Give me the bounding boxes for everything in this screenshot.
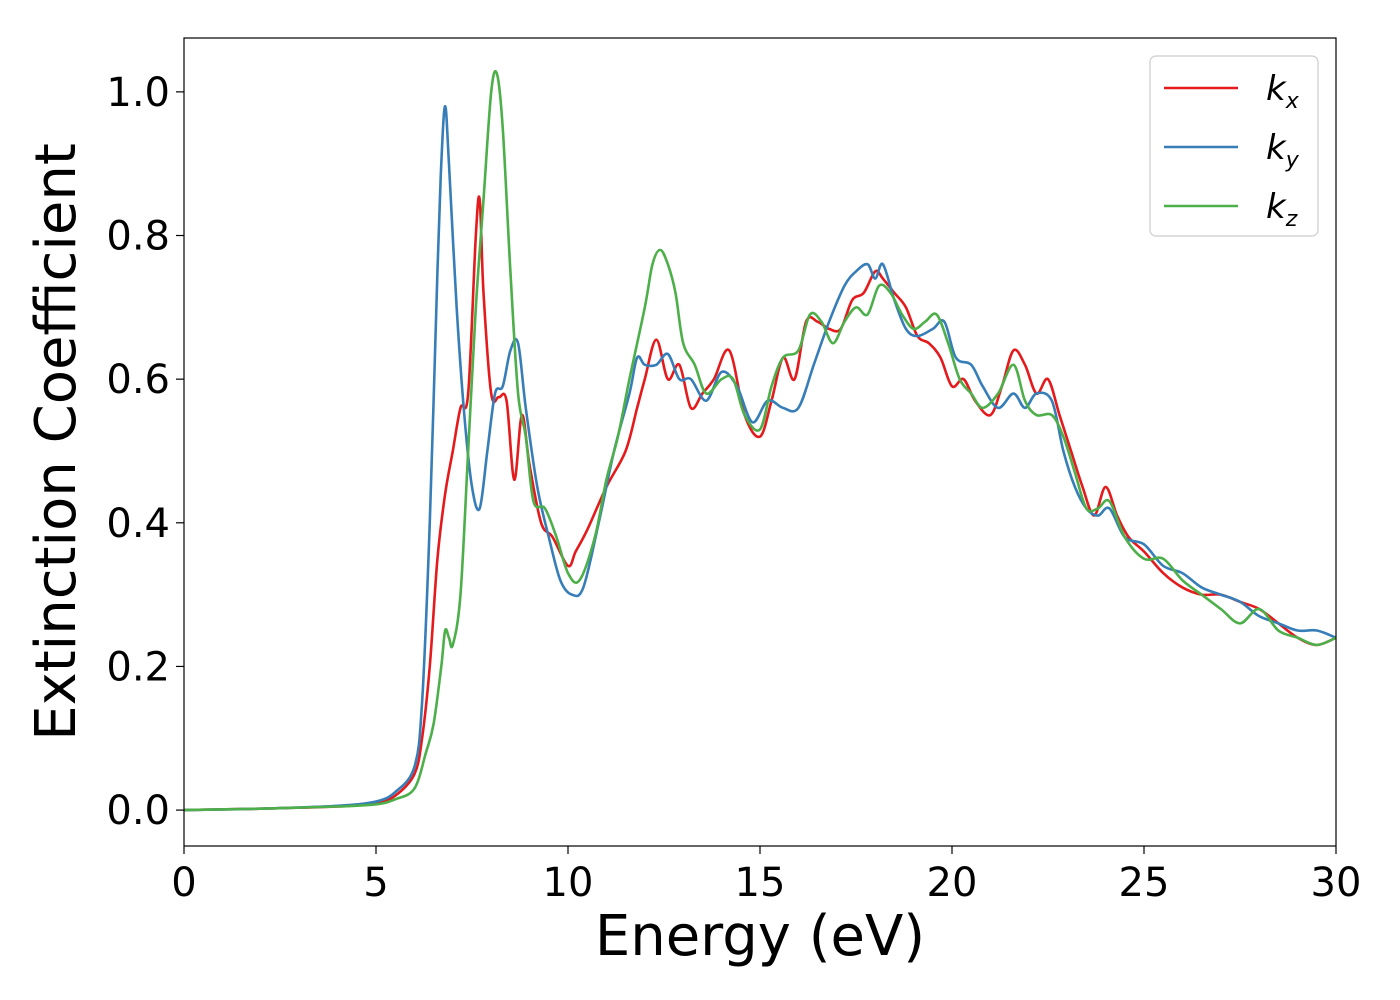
y-tick-label: 1.0	[106, 70, 170, 116]
y-tick-label: 0.8	[106, 214, 170, 260]
series-line-z	[184, 69, 1336, 812]
y-axis-label: Extinction Coefficient	[24, 143, 89, 741]
series-layer	[184, 69, 1336, 812]
x-tick-label: 5	[363, 860, 388, 906]
x-tick-label: 25	[1119, 860, 1170, 906]
legend-label-z: kz	[1266, 187, 1298, 232]
series-line-x	[184, 195, 1336, 812]
x-tick-label: 20	[927, 860, 978, 906]
x-tick-label: 15	[735, 860, 786, 906]
y-tick-label: 0.0	[106, 788, 170, 834]
y-tick-label: 0.6	[106, 357, 170, 403]
legend: kx ky kz	[1149, 55, 1319, 237]
x-tick-label: 10	[543, 860, 594, 906]
y-tick-label: 0.2	[106, 644, 170, 690]
y-tick-label: 0.4	[106, 501, 170, 547]
axes-layer: 0 5 10 15 20 25 30 0.0 0.2 0.4 0.6 0.8 1.0	[106, 70, 1361, 906]
x-axis-label: Energy (eV)	[595, 904, 925, 969]
x-tick-label: 30	[1311, 860, 1362, 906]
legend-label-y: ky	[1266, 128, 1300, 173]
x-tick-label: 0	[171, 860, 196, 906]
legend-label-x: kx	[1266, 69, 1300, 114]
